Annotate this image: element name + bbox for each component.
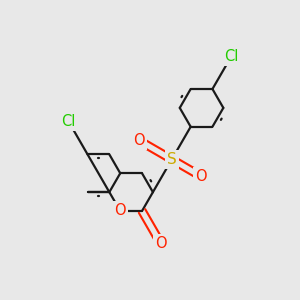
Text: O: O [133, 133, 145, 148]
Text: Cl: Cl [224, 49, 238, 64]
Text: S: S [167, 152, 177, 167]
Text: O: O [155, 236, 167, 251]
Text: O: O [114, 203, 126, 218]
Text: O: O [195, 169, 207, 184]
Text: Cl: Cl [61, 114, 76, 129]
